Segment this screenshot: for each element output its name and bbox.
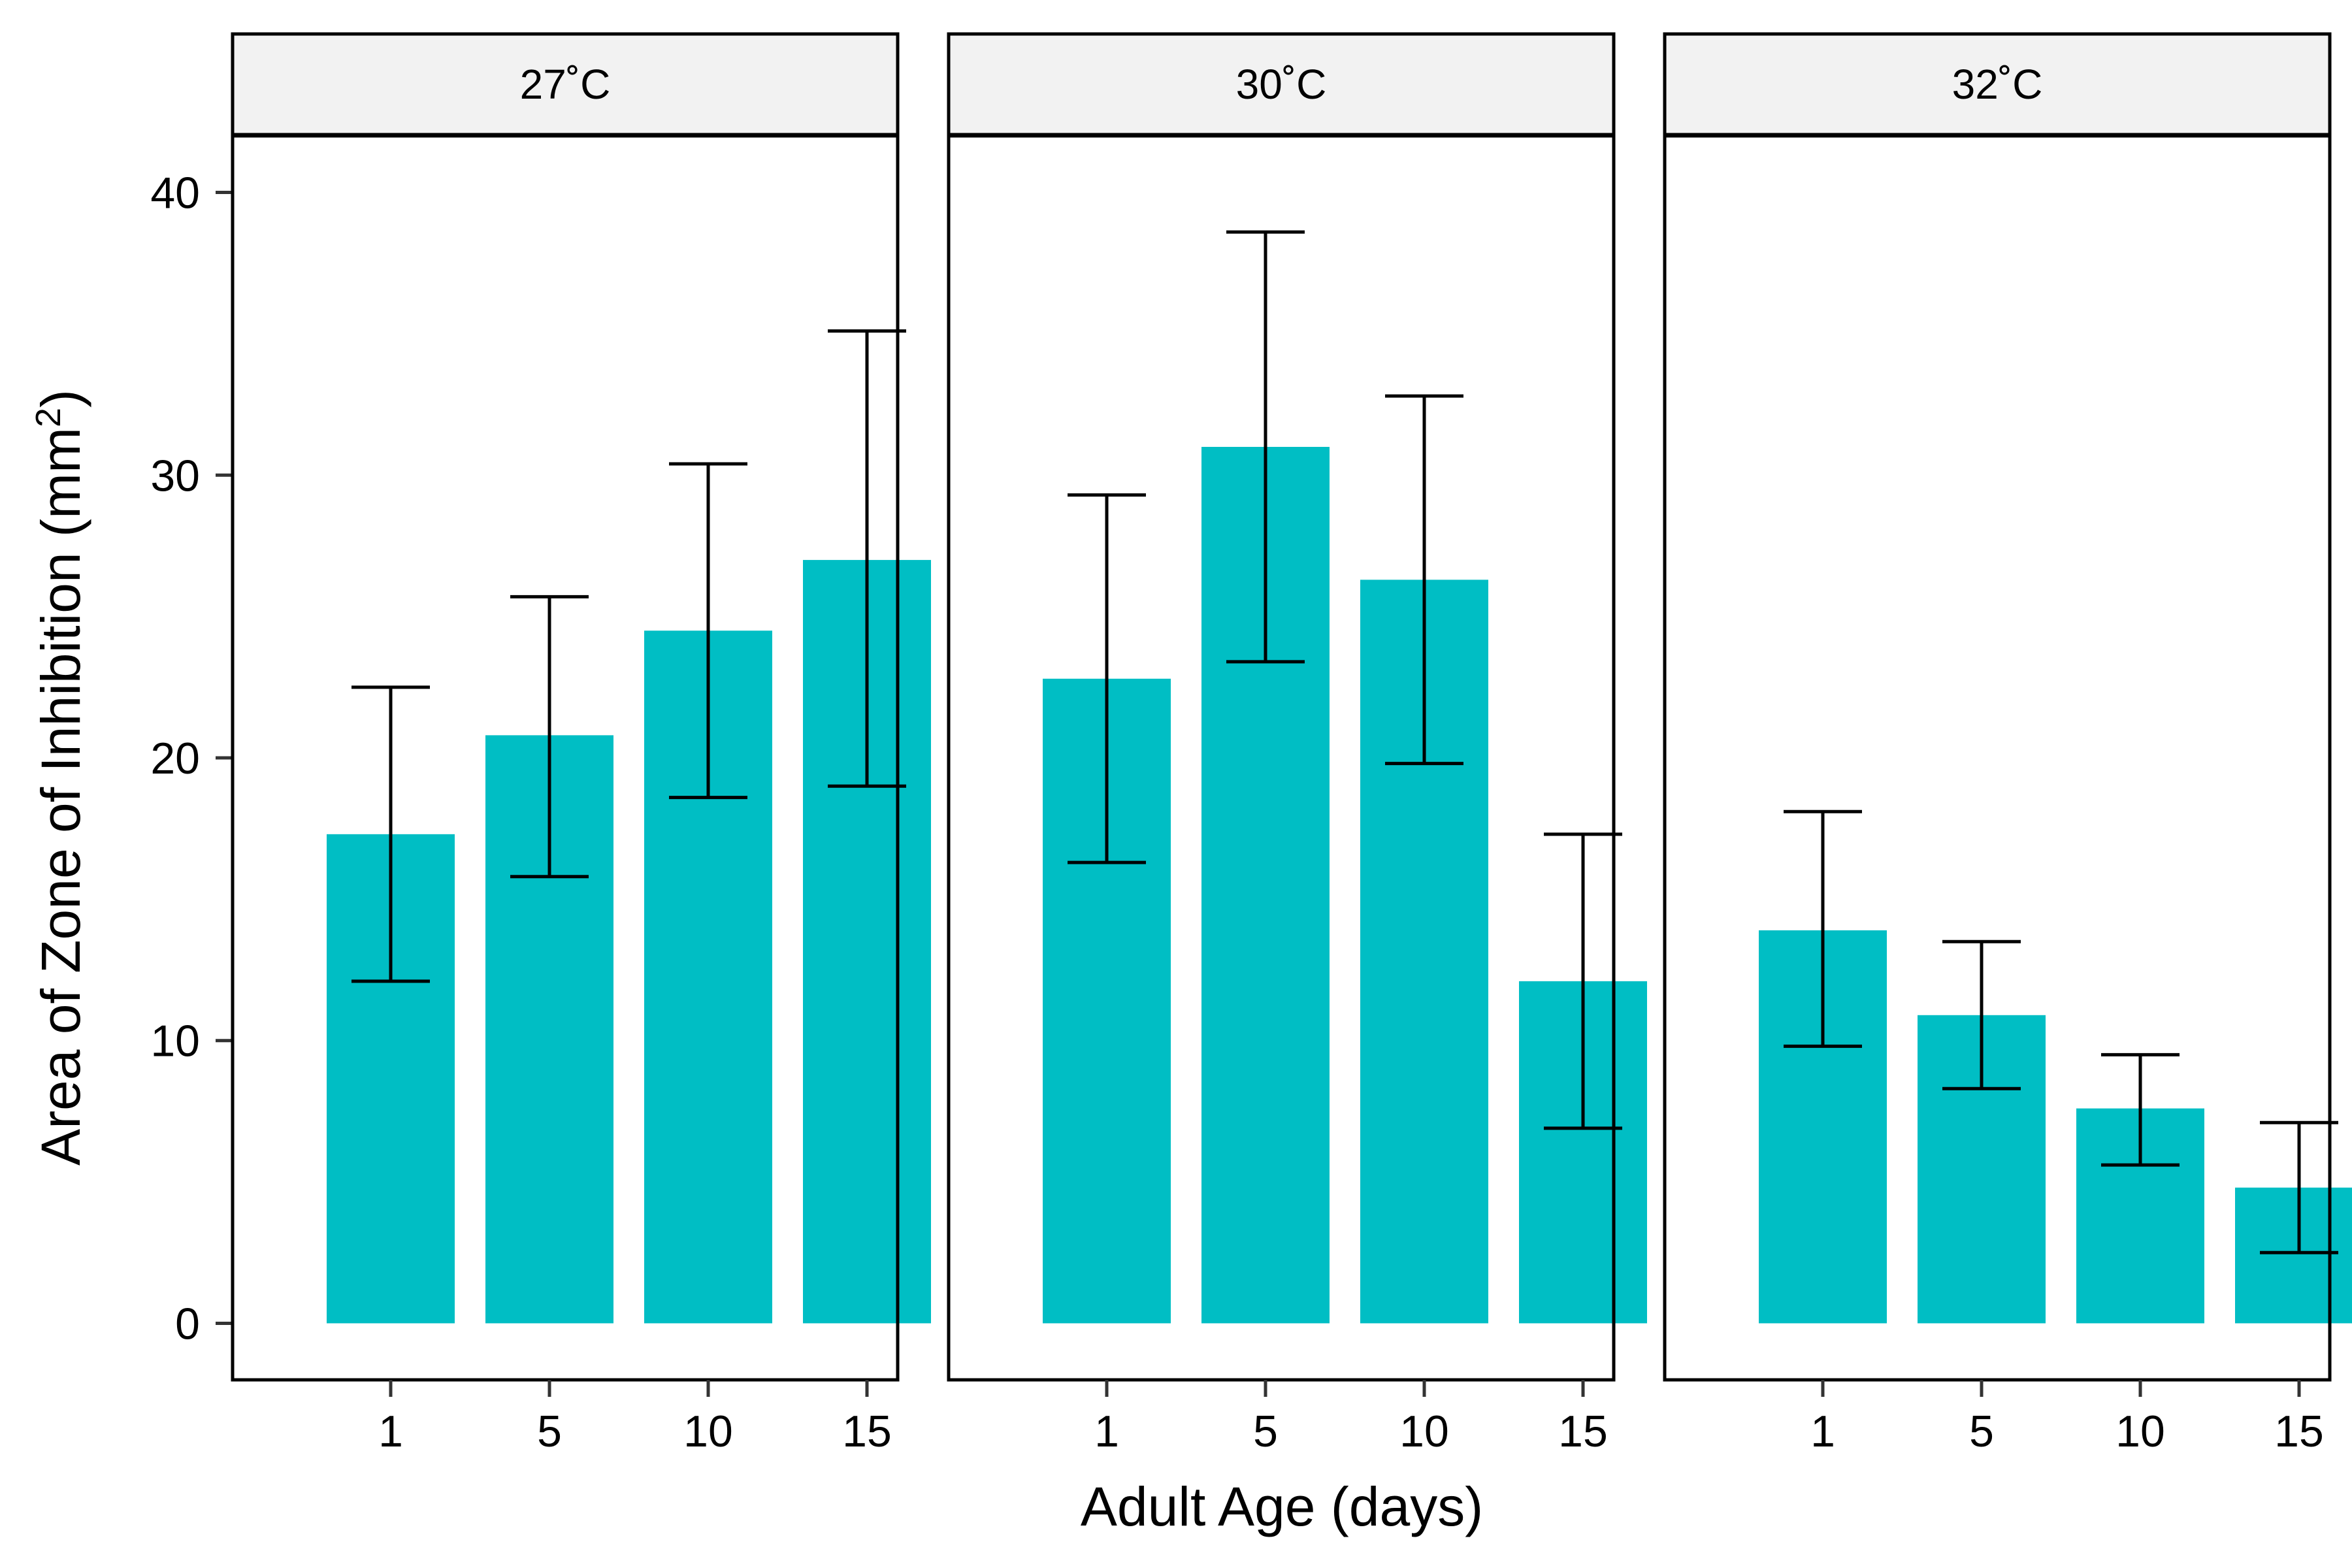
panel-strip bbox=[231, 32, 900, 137]
panel: 32˚C1 5 10 15 bbox=[1663, 32, 2352, 1456]
panel-strip-label: 27˚C bbox=[520, 61, 611, 108]
x-tick-label: 15 bbox=[1558, 1407, 1608, 1456]
y-tick-label: 20 bbox=[150, 734, 200, 783]
x-tick-label: 1 bbox=[1810, 1407, 1835, 1456]
error-bar bbox=[669, 462, 747, 800]
x-tick-label: 5 bbox=[1253, 1407, 1278, 1456]
y-tick-label: 30 bbox=[150, 451, 200, 500]
error-bar bbox=[510, 595, 589, 879]
x-tick-label: 1 bbox=[1094, 1407, 1119, 1456]
panel: 30˚C1 5 10 15 bbox=[947, 32, 1647, 1456]
error-bar bbox=[1226, 230, 1305, 664]
panel-border bbox=[1663, 134, 2332, 1382]
x-axis-title: Adult Age (days) bbox=[1081, 1476, 1483, 1537]
x-tick-label: 10 bbox=[683, 1407, 733, 1456]
error-bar bbox=[828, 329, 906, 788]
error-bar bbox=[1784, 809, 1862, 1048]
y-tick-label: 40 bbox=[150, 169, 200, 218]
panel-strip bbox=[947, 32, 1616, 137]
y-axis-title-superscript: 2 bbox=[29, 408, 68, 427]
x-tick-label: 10 bbox=[2115, 1407, 2165, 1456]
y-tick-label: 0 bbox=[175, 1299, 200, 1348]
error-bar bbox=[1068, 493, 1146, 864]
x-tick-label: 15 bbox=[2274, 1407, 2324, 1456]
y-axis-title: Area of Zone of Inhibition (mm2) bbox=[29, 389, 91, 1166]
error-bar bbox=[1544, 832, 1622, 1130]
panel-strip bbox=[1663, 32, 2332, 137]
error-bar bbox=[2260, 1120, 2338, 1254]
bar bbox=[2235, 1187, 2352, 1324]
x-tick-label: 10 bbox=[1399, 1407, 1449, 1456]
panel-border bbox=[947, 134, 1616, 1382]
panel: 27˚C1 5 10 15 bbox=[231, 32, 931, 1456]
x-tick-label: 5 bbox=[537, 1407, 562, 1456]
panel-strip-label: 30˚C bbox=[1236, 61, 1327, 108]
error-bar bbox=[1942, 939, 2021, 1090]
error-bar bbox=[2101, 1053, 2180, 1167]
x-tick-label: 1 bbox=[378, 1407, 403, 1456]
x-tick-label: 15 bbox=[842, 1407, 892, 1456]
y-axis-title-close: ) bbox=[30, 389, 91, 408]
panel-border bbox=[231, 134, 900, 1382]
panel-strip-label: 32˚C bbox=[1952, 61, 2043, 108]
y-tick-label: 10 bbox=[150, 1017, 200, 1066]
x-tick-label: 5 bbox=[1969, 1407, 1994, 1456]
error-bar bbox=[351, 685, 430, 983]
y-axis-title-main: Area of Zone of Inhibition (mm bbox=[30, 427, 91, 1166]
y-axis: 0 10 20 30 40 bbox=[150, 169, 233, 1348]
error-bar bbox=[1385, 394, 1463, 766]
